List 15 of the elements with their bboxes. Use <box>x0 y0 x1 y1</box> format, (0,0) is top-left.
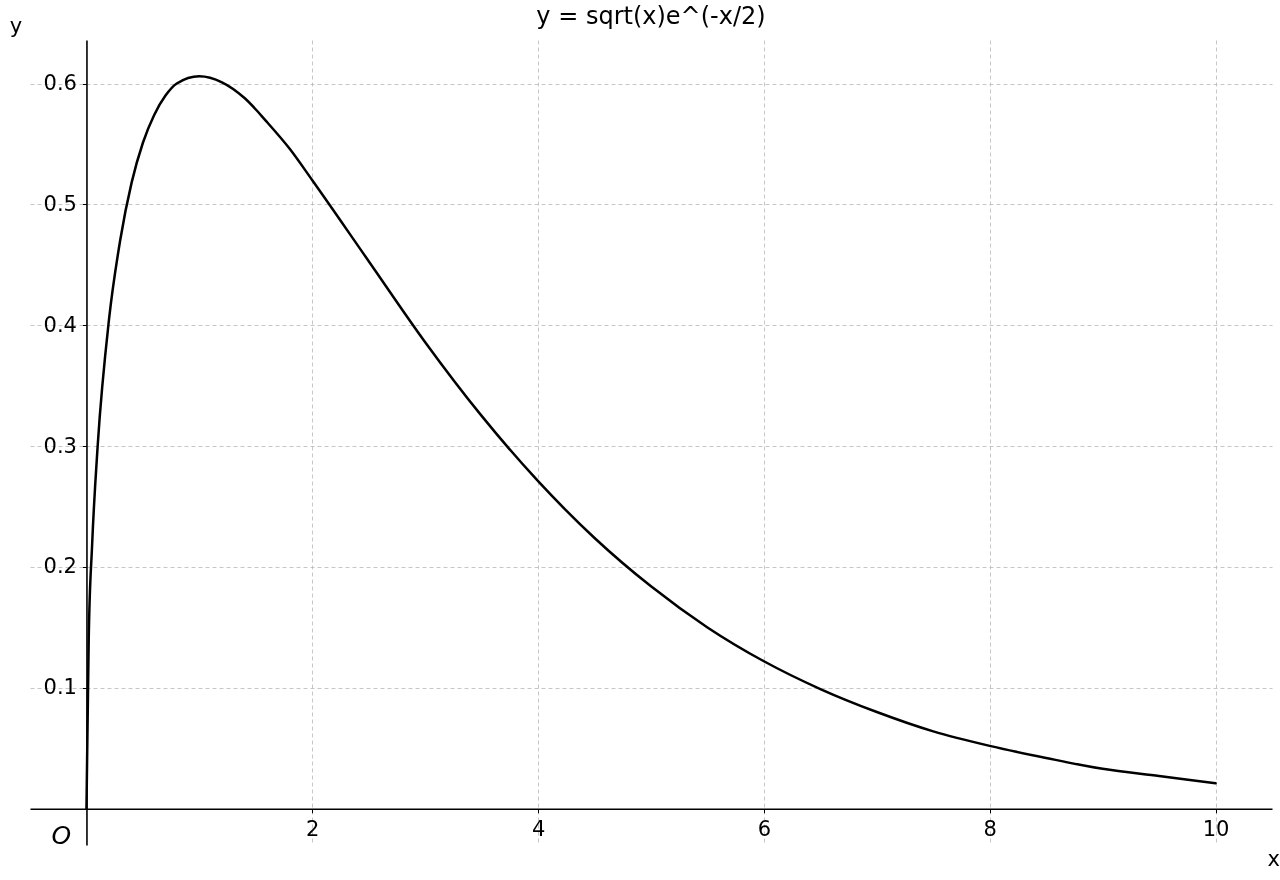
x-tick-label: 4 <box>531 817 546 842</box>
y-tick-label: 0.3 <box>43 433 77 458</box>
x-tick-label: 8 <box>983 817 997 842</box>
y-tick-label: 0.5 <box>43 191 77 216</box>
y-tick-label: 0.6 <box>43 71 77 96</box>
x-axis-title: x <box>1267 847 1280 872</box>
annotation: O <box>51 820 72 850</box>
y-tick-label: 0.4 <box>43 312 77 337</box>
x-tick-label: 6 <box>757 817 772 842</box>
y-axis-title: y <box>9 13 23 38</box>
y-tick-label: 0.1 <box>43 675 77 700</box>
chart-title: y = sqrt(x)e^(-x/2) <box>536 2 766 30</box>
x-tick-label: 10 <box>1202 817 1230 842</box>
y-tick-label: 0.2 <box>43 554 77 579</box>
x-tick-label: 2 <box>306 817 320 842</box>
